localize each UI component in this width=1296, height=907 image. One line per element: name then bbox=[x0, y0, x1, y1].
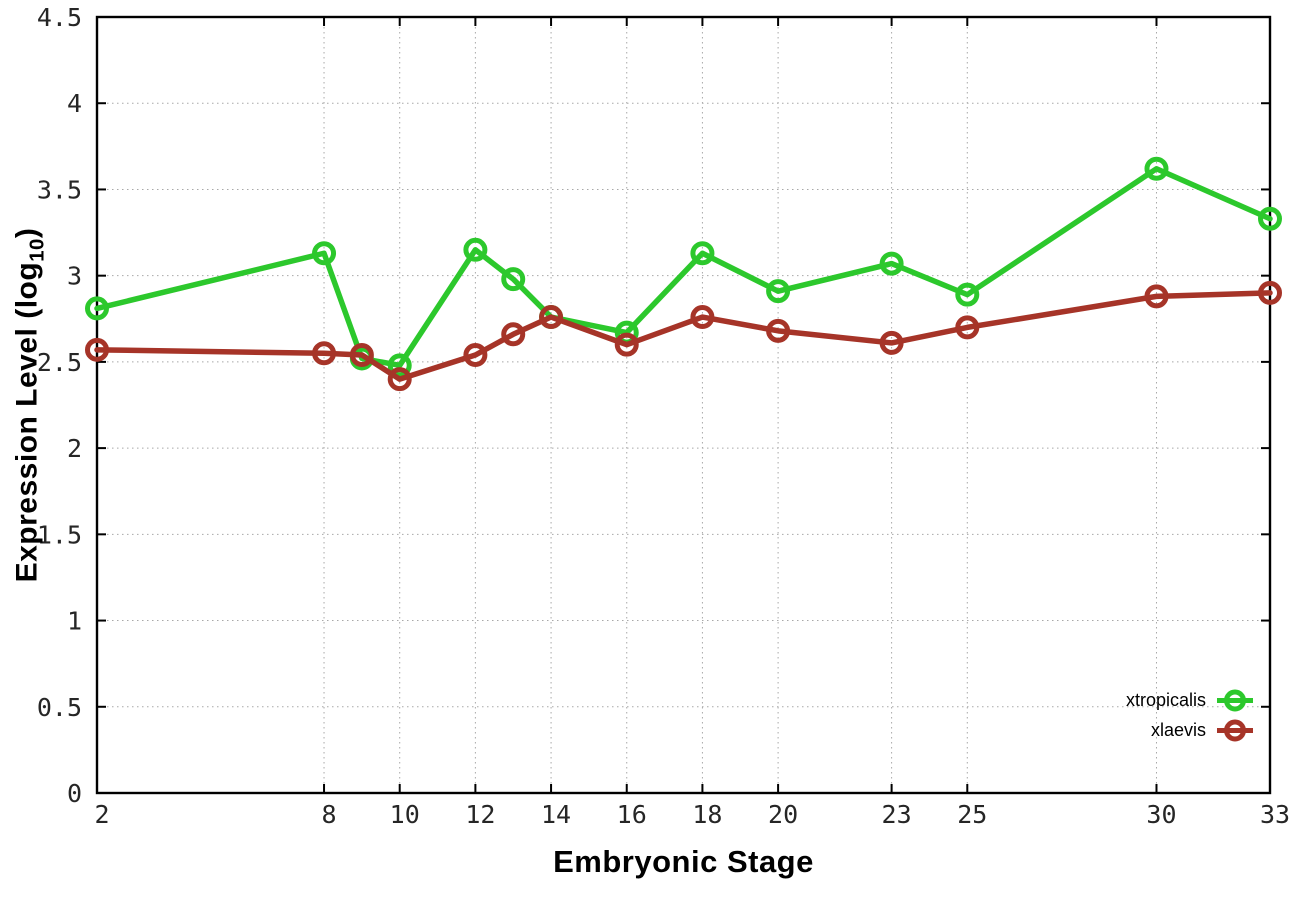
data-point-xlaevis bbox=[690, 305, 715, 330]
data-point-xlaevis bbox=[349, 342, 374, 367]
y-tick-label: 4 bbox=[67, 89, 82, 118]
data-point-xlaevis bbox=[1258, 280, 1282, 305]
x-tick-label: 16 bbox=[617, 800, 647, 829]
y-tick-label: 2.5 bbox=[37, 348, 82, 377]
legend-item-xlaevis: xlaevis bbox=[1151, 717, 1255, 744]
data-point-xtropicalis bbox=[955, 282, 980, 307]
y-tick-label: 0 bbox=[67, 779, 82, 808]
x-tick-label: 18 bbox=[692, 800, 722, 829]
data-point-xlaevis bbox=[614, 332, 639, 357]
x-tick-label: 14 bbox=[541, 800, 571, 829]
data-point-xtropicalis bbox=[766, 279, 791, 304]
legend-item-xtropicalis: xtropicalis bbox=[1126, 687, 1255, 714]
x-tick-label: 10 bbox=[390, 800, 420, 829]
legend: xtropicalis xlaevis bbox=[1126, 687, 1255, 744]
y-tick-label: 1 bbox=[67, 607, 82, 636]
legend-marker-xlaevis bbox=[1217, 719, 1253, 742]
data-point-xlaevis bbox=[955, 315, 980, 340]
data-point-xlaevis bbox=[463, 342, 488, 367]
legend-marker-xtropicalis bbox=[1217, 689, 1253, 712]
data-point-xlaevis bbox=[85, 337, 109, 362]
x-tick-label: 8 bbox=[322, 800, 337, 829]
data-point-xlaevis bbox=[501, 322, 526, 347]
legend-label-xlaevis: xlaevis bbox=[1150, 720, 1206, 740]
data-point-xlaevis bbox=[539, 305, 564, 330]
series-line-xlaevis bbox=[94, 290, 1273, 382]
plot-border bbox=[95, 15, 1272, 795]
data-point-xtropicalis bbox=[879, 251, 904, 276]
y-tick-label: 1.5 bbox=[37, 520, 82, 549]
data-point-xtropicalis bbox=[690, 241, 715, 266]
y-axis-label: Expression Level (log10) bbox=[11, 228, 50, 583]
x-tick-label: 25 bbox=[957, 800, 987, 829]
data-point-xlaevis bbox=[387, 367, 412, 392]
y-tick-label: 3.5 bbox=[37, 175, 82, 204]
y-axis-label-subscript: 10 bbox=[26, 238, 49, 262]
data-point-xlaevis bbox=[1144, 284, 1169, 309]
y-tick-label: 2 bbox=[67, 434, 82, 463]
y-tick-label: 3 bbox=[67, 262, 82, 291]
x-axis-label: Embryonic Stage bbox=[553, 844, 814, 879]
y-tick-label: 4.5 bbox=[37, 3, 82, 32]
x-tick-label: 12 bbox=[465, 800, 495, 829]
data-point-xtropicalis bbox=[85, 296, 109, 321]
data-point-xtropicalis bbox=[312, 241, 337, 266]
gridlines bbox=[96, 16, 1271, 794]
data-point-xlaevis bbox=[879, 330, 904, 355]
y-axis-label-text: Expression Level (log bbox=[10, 261, 44, 583]
x-tick-label: 33 bbox=[1260, 800, 1290, 829]
x-tick-label: 2 bbox=[94, 800, 109, 829]
data-point-xtropicalis bbox=[387, 353, 412, 378]
data-point-xtropicalis bbox=[463, 237, 488, 262]
series-xtropicalis bbox=[85, 156, 1282, 378]
y-tick-label: 0.5 bbox=[37, 693, 82, 722]
data-point-xtropicalis bbox=[1144, 156, 1169, 181]
data-point-xtropicalis bbox=[1258, 206, 1282, 231]
legend-label-xtropicalis: xtropicalis bbox=[1125, 690, 1206, 710]
tick-marks: 2 8 10 12 14 16 18 20 23 25 30 33 0 0.5 1 1.5 2 2.5 3 3.5 4 4… bbox=[37, 3, 1290, 829]
y-axis-label-suffix: ) bbox=[10, 227, 44, 239]
x-tick-label: 30 bbox=[1146, 800, 1176, 829]
x-tick-label: 20 bbox=[768, 800, 798, 829]
data-point-xtropicalis bbox=[501, 267, 526, 292]
series-xlaevis bbox=[85, 280, 1282, 392]
series-line-xtropicalis bbox=[94, 166, 1273, 369]
x-tick-label: 23 bbox=[882, 800, 912, 829]
data-point-xlaevis bbox=[766, 318, 791, 343]
data-point-xlaevis bbox=[312, 341, 337, 366]
